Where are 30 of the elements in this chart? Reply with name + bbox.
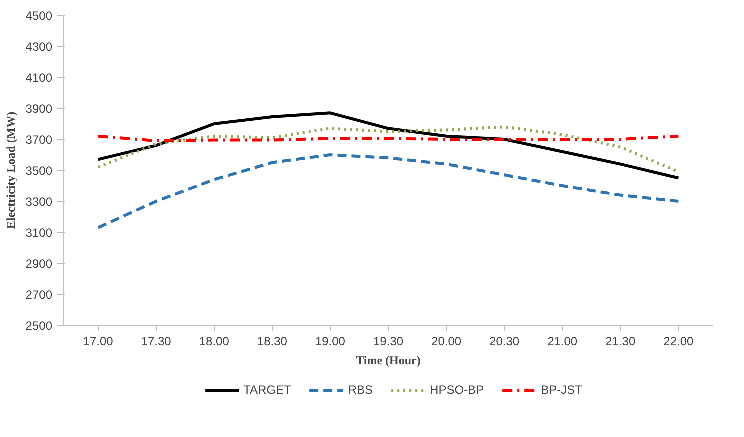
y-tick-label: 3700 [26, 133, 53, 147]
y-tick-label: 4100 [26, 71, 53, 85]
legend-label: TARGET [244, 383, 292, 397]
x-tick-label: 20.30 [490, 334, 520, 348]
x-tick-label: 19.30 [373, 334, 404, 348]
x-tick-label: 22.00 [664, 334, 694, 348]
y-tick-label: 4300 [26, 40, 53, 54]
y-tick-label: 2700 [26, 288, 53, 302]
x-tick-label: 18.00 [199, 334, 230, 348]
x-tick-label: 18.30 [257, 334, 288, 348]
x-tick-label: 17.30 [141, 334, 172, 348]
x-tick-label: 19.00 [315, 334, 346, 348]
y-tick-label: 3300 [26, 195, 53, 209]
y-tick-label: 2500 [26, 319, 53, 333]
y-axis-title: Electricity Load (MW) [4, 112, 18, 230]
line-series [96, 112, 680, 180]
x-tick-label: 17.00 [83, 334, 114, 348]
y-tick-label: 3900 [26, 102, 53, 116]
x-axis-title: Time (Hour) [356, 354, 421, 368]
y-tick-label: 4500 [26, 9, 53, 23]
x-tick-label: 21.00 [548, 334, 578, 348]
x-tick-label: 21.30 [606, 334, 636, 348]
y-tick-label: 2900 [26, 257, 53, 271]
legend-label: HPSO-BP [430, 383, 484, 397]
line-series [96, 154, 680, 230]
y-tick-label: 3500 [26, 164, 53, 178]
legend-label: BP-JST [541, 383, 582, 397]
x-tick-label: 20.00 [432, 334, 462, 348]
legend-label: RBS [348, 383, 374, 397]
y-tick-label: 3100 [26, 226, 53, 240]
